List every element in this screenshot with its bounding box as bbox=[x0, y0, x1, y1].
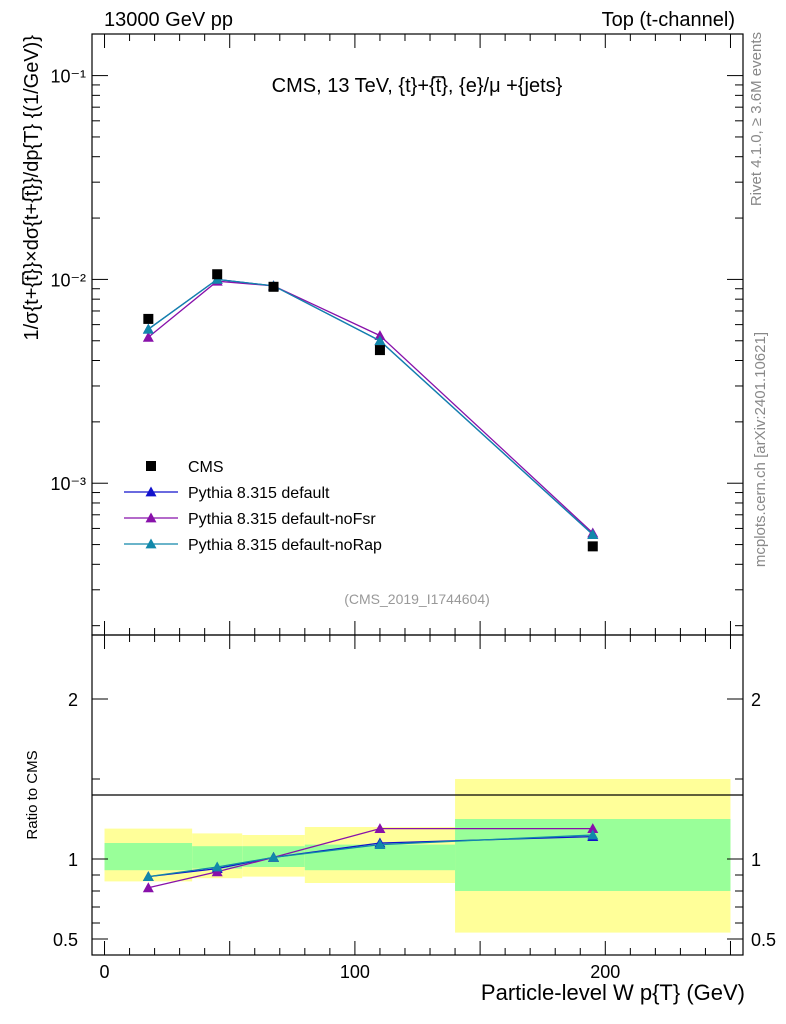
ratio-series-marker bbox=[587, 823, 599, 833]
legend-marker bbox=[145, 512, 157, 523]
header-right: Top (t-channel) bbox=[602, 9, 735, 31]
stat-uncertainty-band bbox=[192, 846, 243, 869]
mcplots-label: mcplots.cern.ch [arXiv:2401.10621] bbox=[752, 332, 769, 567]
series-marker bbox=[142, 323, 154, 334]
series-marker bbox=[587, 529, 599, 539]
ratio-series-marker bbox=[211, 861, 223, 872]
main-title: CMS, 13 TeV, {t}+{t̅}, {e}/μ +{jets} bbox=[272, 75, 563, 97]
x-tick-label: 100 bbox=[340, 962, 370, 982]
y-tick-label: 10⁻² bbox=[50, 270, 86, 290]
cms-data-point bbox=[212, 269, 223, 280]
ratio-y-tick-label-right: 1 bbox=[751, 850, 761, 870]
y-tick-label: 10⁻³ bbox=[50, 474, 86, 494]
ratio-series bbox=[142, 823, 599, 893]
legend-label: CMS bbox=[188, 459, 224, 476]
rivet-version-label: Rivet 4.1.0, ≥ 3.6M events bbox=[748, 32, 765, 206]
ratio-series-marker bbox=[374, 839, 386, 849]
stat-uncertainty-band bbox=[104, 843, 193, 871]
ratio-y-tick-label-left: 2 bbox=[68, 690, 78, 710]
x-tick-label: 0 bbox=[100, 962, 110, 982]
ratio-series-marker bbox=[268, 851, 280, 862]
header-left: 13000 GeV pp bbox=[104, 9, 233, 31]
main-axis-ticks: 10⁻³ 10⁻² 10⁻¹ bbox=[50, 34, 743, 635]
ratio-series-marker bbox=[587, 829, 599, 840]
cms-data-point bbox=[268, 281, 279, 292]
ratio-y-axis-label: Ratio to CMS bbox=[24, 750, 41, 839]
ratio-series-marker bbox=[142, 871, 154, 881]
series-marker bbox=[374, 330, 386, 341]
main-y-axis-label: 1/σ{t+{t̅}}×dσ{t+{t̅}}/dp{T} {(1/GeV)} bbox=[21, 35, 43, 341]
cms-data-point bbox=[587, 541, 598, 552]
x-tick-label: 200 bbox=[590, 962, 620, 982]
legend-marker-cms bbox=[146, 461, 156, 471]
ratio-y-tick-label-left: 1 bbox=[68, 850, 78, 870]
legend-label: Pythia 8.315 default-noFsr bbox=[188, 511, 376, 528]
cms-data-points bbox=[143, 269, 598, 552]
x-axis-label: Particle-level W p{T} (GeV) bbox=[481, 980, 745, 1005]
legend-label: Pythia 8.315 default bbox=[188, 485, 330, 502]
ratio-frame bbox=[91, 634, 744, 956]
ratio-panel: 0.5 0.5 1 1 2 2 0 100 200 Ratio to CMS Particle-… bbox=[24, 634, 776, 1005]
ratio-series-marker bbox=[374, 823, 386, 833]
main-panel: 10⁻³ 10⁻² 10⁻¹ CMS, 13 TeV, {t}+{t̅}, {e}/… bbox=[21, 33, 744, 636]
ratio-axis-ticks: 0.5 0.5 1 1 2 2 0 100 200 bbox=[53, 635, 776, 982]
legend-label: Pythia 8.315 default-noRap bbox=[188, 537, 382, 554]
ratio-y-tick-label-left: 0.5 bbox=[53, 930, 78, 950]
ratio-series-marker bbox=[142, 882, 154, 893]
cms-data-point bbox=[143, 313, 154, 324]
series-marker bbox=[142, 331, 154, 342]
ratio-y-tick-label-right: 2 bbox=[751, 690, 761, 710]
series-marker bbox=[374, 335, 386, 346]
analysis-id: (CMS_2019_I1744604) bbox=[344, 591, 490, 607]
legend: CMS Pythia 8.315 default Pythia 8.315 defa… bbox=[124, 459, 382, 554]
ratio-y-tick-label-right: 0.5 bbox=[751, 930, 776, 950]
legend-marker bbox=[145, 486, 157, 497]
y-tick-label: 10⁻¹ bbox=[50, 67, 86, 87]
cms-data-point bbox=[374, 345, 385, 356]
uncertainty-bands bbox=[104, 779, 731, 933]
legend-marker bbox=[145, 538, 157, 549]
